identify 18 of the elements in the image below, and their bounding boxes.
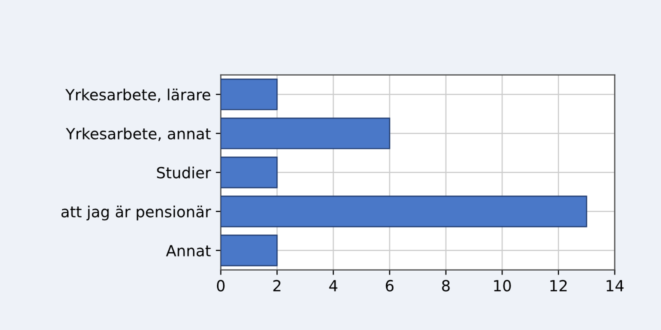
bar — [220, 118, 390, 150]
bar — [220, 156, 278, 188]
bar — [220, 234, 278, 266]
x-tick-label: 0 — [216, 280, 225, 292]
y-tick-label: Studier — [157, 166, 212, 178]
y-tick-label: Annat — [166, 245, 211, 256]
x-tick-label: 12 — [550, 280, 567, 292]
y-tick-label: Yrkesarbete, lärare — [65, 88, 210, 102]
x-tick-label: 8 — [442, 280, 450, 292]
x-tick-label: 4 — [329, 280, 338, 292]
x-tick-label: 2 — [273, 280, 280, 292]
x-tick-label: 10 — [494, 280, 511, 292]
y-tick-label: Yrkesarbete, annat — [66, 128, 211, 141]
x-tick-label: 6 — [386, 280, 394, 292]
y-tick-label: att jag är pensionär — [61, 206, 212, 220]
bar — [220, 196, 588, 228]
bar — [220, 78, 278, 110]
x-tick-label: 14 — [606, 280, 624, 292]
